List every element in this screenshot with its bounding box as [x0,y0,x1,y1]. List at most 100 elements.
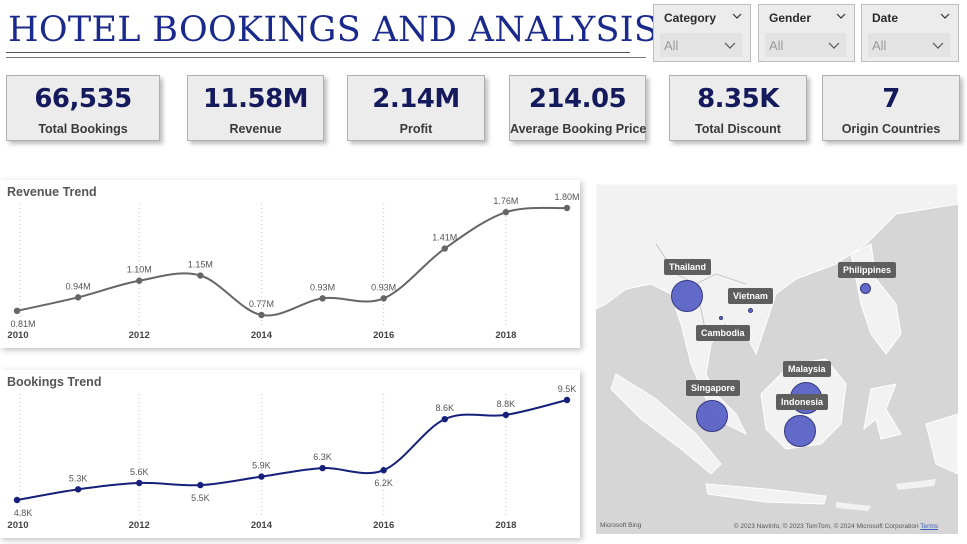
data-label: 0.93M [310,282,335,292]
data-label: 5.3K [69,473,88,483]
data-label: 5.5K [191,493,210,503]
x-tick-label: 2012 [129,330,150,341]
data-label: 1.15M [188,260,213,270]
kpi-value: 7 [882,84,900,114]
data-point[interactable] [13,307,21,315]
data-label: 9.5K [558,384,577,394]
x-tick-label: 2014 [251,330,273,341]
map-bubble-philippines[interactable] [860,283,871,294]
chevron-down-icon[interactable] [932,39,944,51]
map-label-malaysia: Malaysia [783,361,831,377]
data-point[interactable] [319,464,326,472]
data-label: 8.6K [436,403,455,413]
map-label-vietnam: Vietnam [728,288,773,304]
map-label-indonesia: Indonesia [776,394,829,410]
bookings-trend-chart[interactable]: 4.8K 5.3K 5.6K 5.5K 5.9K 6.3K 6.2K 8.6K 8.8K 9.5K… [0,370,580,538]
data-label: 0.94M [66,281,91,291]
data-label: 1.76M [493,196,518,206]
chart-title: Bookings Trend [7,375,102,389]
kpi-label: Total Bookings [38,122,128,136]
chevron-down-icon[interactable] [828,39,840,51]
data-point[interactable] [197,481,204,489]
data-point[interactable] [258,311,265,319]
bing-logo: Microsoft Bing [600,522,642,529]
map-bubble-thailand[interactable] [671,280,703,312]
data-point[interactable] [74,294,82,301]
map-bubble-cambodia[interactable] [719,316,723,320]
kpi-label: Origin Countries [841,122,941,136]
kpi-label: Revenue [229,122,282,136]
data-label: 6.2K [374,478,393,488]
map-label-thailand: Thailand [664,259,712,275]
kpi-value: 66,535 [34,84,132,114]
category-dropdown[interactable]: All [660,33,742,57]
map-attribution-text: © 2023 NavInfo, © 2023 TomTom, © 2024 Mi… [733,523,919,530]
revenue-trend-chart[interactable]: 0.81M 0.94M 1.10M 1.15M 0.77M 0.93M 0.93M 1.41M… [0,180,580,348]
data-point[interactable] [13,496,21,504]
revenue-trend-plot[interactable]: 0.81M 0.94M 1.10M 1.15M 0.77M 0.93M 0.93M 1.41M… [0,180,580,348]
gender-slicer[interactable]: Gender All [758,4,855,62]
map-bubble-indonesia[interactable] [784,415,816,447]
kpi-total-bookings: 66,535 Total Bookings [6,75,160,141]
data-point[interactable] [502,208,510,216]
map-bubble-singapore[interactable] [696,400,728,432]
data-label: 1.80M [554,192,579,202]
kpi-label: Profit [399,122,433,136]
data-point[interactable] [74,486,82,493]
data-point[interactable] [258,473,265,480]
slicer-label: Date [872,11,899,25]
terms-link[interactable]: Terms [920,523,938,530]
data-point[interactable] [441,415,448,423]
kpi-origin-countries: 7 Origin Countries [822,75,960,141]
kpi-total-discount: 8.35K Total Discount [669,75,807,141]
chevron-down-icon[interactable] [836,11,846,21]
kpi-revenue: 11.58M Revenue [187,75,324,141]
map-label-cambodia: Cambodia [696,325,750,341]
x-tick-label: 2014 [251,520,273,531]
data-label: 1.10M [127,265,152,275]
data-point[interactable] [380,467,387,474]
x-tick-label: 2010 [7,330,28,341]
title-underline [6,52,630,53]
data-point[interactable] [136,277,143,284]
data-label: 0.77M [249,299,274,309]
data-point[interactable] [136,479,143,487]
category-slicer[interactable]: Category All [653,4,751,62]
bookings-trend-plot[interactable]: 4.8K 5.3K 5.6K 5.5K 5.9K 6.3K 6.2K 8.6K 8.8K 9.5K… [0,370,580,538]
data-label: 4.8K [14,508,33,518]
kpi-label: Total Discount [695,122,781,136]
data-label: 5.6K [130,467,149,477]
data-label: 5.9K [252,461,271,471]
origin-countries-map[interactable]: Thailand Vietnam Cambodia Philippines Ma… [596,184,958,534]
map-label-philippines: Philippines [838,262,897,278]
x-tick-label: 2016 [373,520,394,531]
kpi-profit: 2.14M Profit [347,75,485,141]
gender-dropdown[interactable]: All [765,33,846,57]
kpi-value: 2.14M [372,84,460,114]
kpi-value: 11.58M [202,84,309,114]
data-point[interactable] [563,204,571,212]
data-point[interactable] [380,295,387,302]
data-label: 1.41M [432,233,457,243]
map-label-singapore: Singapore [686,380,741,396]
chevron-down-icon[interactable] [732,11,742,21]
data-point[interactable] [319,295,326,302]
date-slicer[interactable]: Date All [861,4,959,62]
map-bubble-vietnam[interactable] [748,308,753,313]
kpi-average-booking-price: 214.05 Average Booking Price [509,75,646,141]
data-point[interactable] [441,245,448,252]
x-tick-label: 2018 [495,330,516,341]
map-land [596,184,958,534]
data-point[interactable] [563,396,571,404]
chevron-down-icon[interactable] [724,39,736,51]
x-tick-label: 2016 [373,330,394,341]
data-label: 6.3K [313,452,332,462]
x-tick-label: 2010 [7,520,28,531]
data-point[interactable] [502,411,510,419]
kpi-value: 214.05 [528,84,627,114]
chevron-down-icon[interactable] [940,11,950,21]
date-dropdown[interactable]: All [868,33,950,57]
data-point[interactable] [197,272,204,279]
x-tick-label: 2012 [129,520,150,531]
map-attribution: © 2023 NavInfo, © 2023 TomTom, © 2024 Mi… [734,523,938,530]
